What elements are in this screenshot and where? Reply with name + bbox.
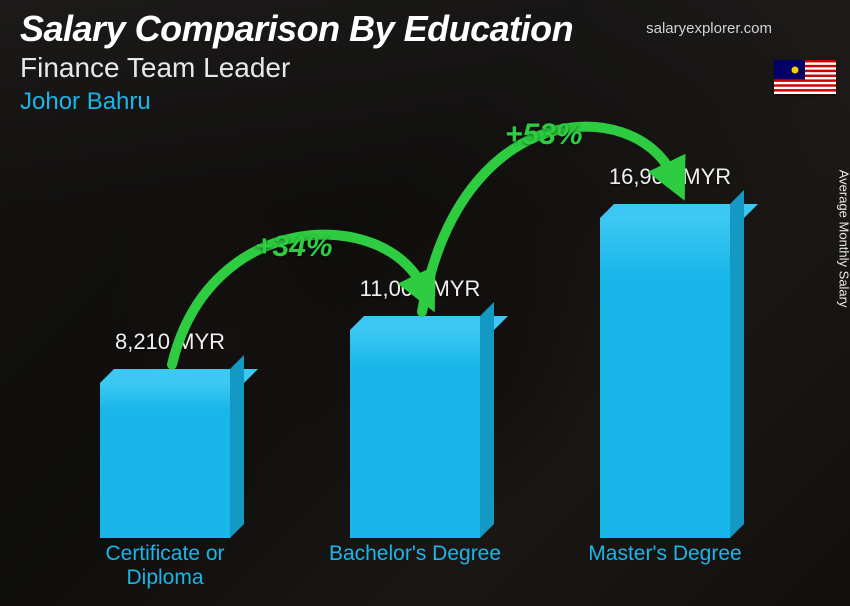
malaysia-flag-icon — [774, 60, 836, 94]
bar-chart: 8,210 MYRCertificate or Diploma11,000 MY… — [60, 150, 790, 586]
chart-subtitle: Finance Team Leader — [20, 52, 290, 84]
watermark-text: salaryexplorer.com — [646, 20, 772, 37]
chart-location: Johor Bahru — [20, 88, 151, 116]
content-layer: Salary Comparison By Education Finance T… — [0, 0, 850, 606]
increase-label-1: +53% — [505, 118, 583, 152]
y-axis-label: Average Monthly Salary — [837, 170, 850, 308]
increase-arc-1 — [60, 150, 790, 586]
chart-title: Salary Comparison By Education — [20, 8, 573, 50]
